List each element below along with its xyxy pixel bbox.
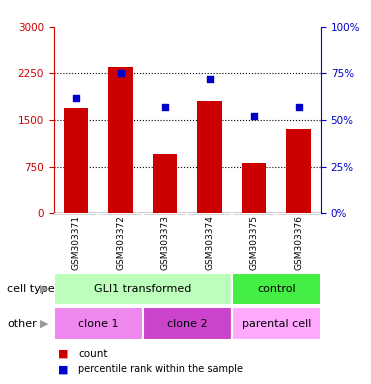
Bar: [64, 108, 88, 213]
Bar: [242, 164, 266, 213]
Bar: [54, 307, 143, 340]
Point: [73, 94, 79, 101]
Text: ■: ■: [58, 349, 68, 359]
Bar: [143, 307, 232, 340]
Bar: [232, 273, 321, 305]
Text: ▶: ▶: [40, 318, 49, 329]
Bar: [108, 67, 133, 213]
Text: ▶: ▶: [40, 284, 49, 294]
Point: [207, 76, 213, 82]
Text: GSM303375: GSM303375: [250, 215, 259, 270]
Point: [296, 104, 302, 110]
Point: [162, 104, 168, 110]
Text: ■: ■: [58, 364, 68, 374]
Bar: [153, 154, 177, 213]
Bar: [286, 129, 311, 213]
Text: count: count: [78, 349, 108, 359]
Text: other: other: [7, 318, 37, 329]
Point: [251, 113, 257, 119]
Text: parental cell: parental cell: [242, 318, 311, 329]
Text: GLI1 transformed: GLI1 transformed: [94, 284, 191, 294]
Bar: [232, 307, 321, 340]
Text: clone 1: clone 1: [78, 318, 119, 329]
Text: percentile rank within the sample: percentile rank within the sample: [78, 364, 243, 374]
Text: GSM303374: GSM303374: [205, 215, 214, 270]
Text: GSM303372: GSM303372: [116, 215, 125, 270]
Bar: [54, 273, 232, 305]
Text: cell type: cell type: [7, 284, 55, 294]
Text: GSM303376: GSM303376: [294, 215, 303, 270]
Bar: [197, 101, 222, 213]
Point: [118, 70, 124, 76]
Text: control: control: [257, 284, 296, 294]
Text: GSM303373: GSM303373: [161, 215, 170, 270]
Text: GSM303371: GSM303371: [72, 215, 81, 270]
Text: clone 2: clone 2: [167, 318, 208, 329]
